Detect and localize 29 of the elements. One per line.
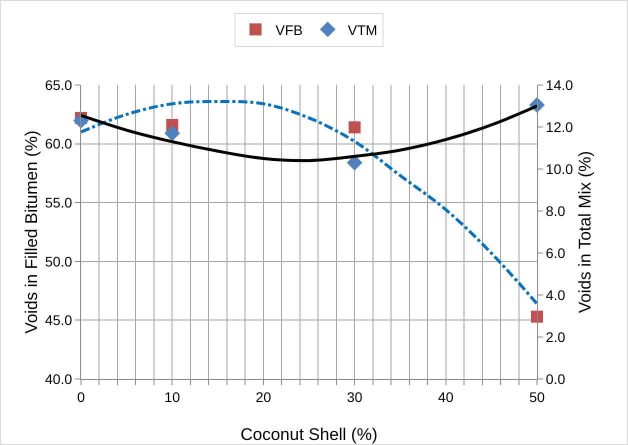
x-tick-label: 10 bbox=[164, 388, 180, 405]
y2-tick-label: 8.0 bbox=[546, 202, 566, 219]
line-series bbox=[81, 100, 537, 306]
y2-tick-label: 14.0 bbox=[546, 76, 574, 93]
y-axis-title: Voids in Filled Bitumen (%) bbox=[22, 130, 41, 334]
y-tick-label: 60.0 bbox=[44, 136, 72, 152]
x-tick-label: 0 bbox=[77, 388, 86, 405]
y-tick-label: 40.0 bbox=[44, 370, 72, 387]
y2-tick-label: 6.0 bbox=[546, 244, 566, 261]
point bbox=[531, 310, 543, 323]
y-tick-label: 55.0 bbox=[44, 194, 72, 210]
y2-tick-label: 4.0 bbox=[546, 286, 566, 303]
y2-tick-label: 2.0 bbox=[546, 328, 566, 345]
y2-axis-title: Voids in Total Mix (%) bbox=[575, 150, 594, 314]
legend-label: VTM bbox=[348, 22, 378, 38]
y2-tick-label: 10.0 bbox=[546, 160, 574, 177]
y2-tick-label: 12.0 bbox=[546, 118, 574, 135]
x-tick-label: 30 bbox=[346, 388, 363, 405]
point bbox=[164, 126, 180, 142]
y2-tick-label: 0.0 bbox=[546, 370, 566, 387]
x-tick-label: 20 bbox=[256, 388, 272, 405]
y-tick-label: 50.0 bbox=[44, 253, 72, 270]
point bbox=[348, 121, 361, 134]
y-tick-label: 65.0 bbox=[44, 76, 72, 93]
x-tick-label: 40 bbox=[438, 388, 454, 405]
x-axis-title: Coconut Shell (%) bbox=[240, 425, 378, 444]
x-tick-label: 50 bbox=[529, 388, 545, 405]
y-tick-label: 45.0 bbox=[44, 312, 72, 328]
legend-label: VFB bbox=[276, 22, 303, 38]
